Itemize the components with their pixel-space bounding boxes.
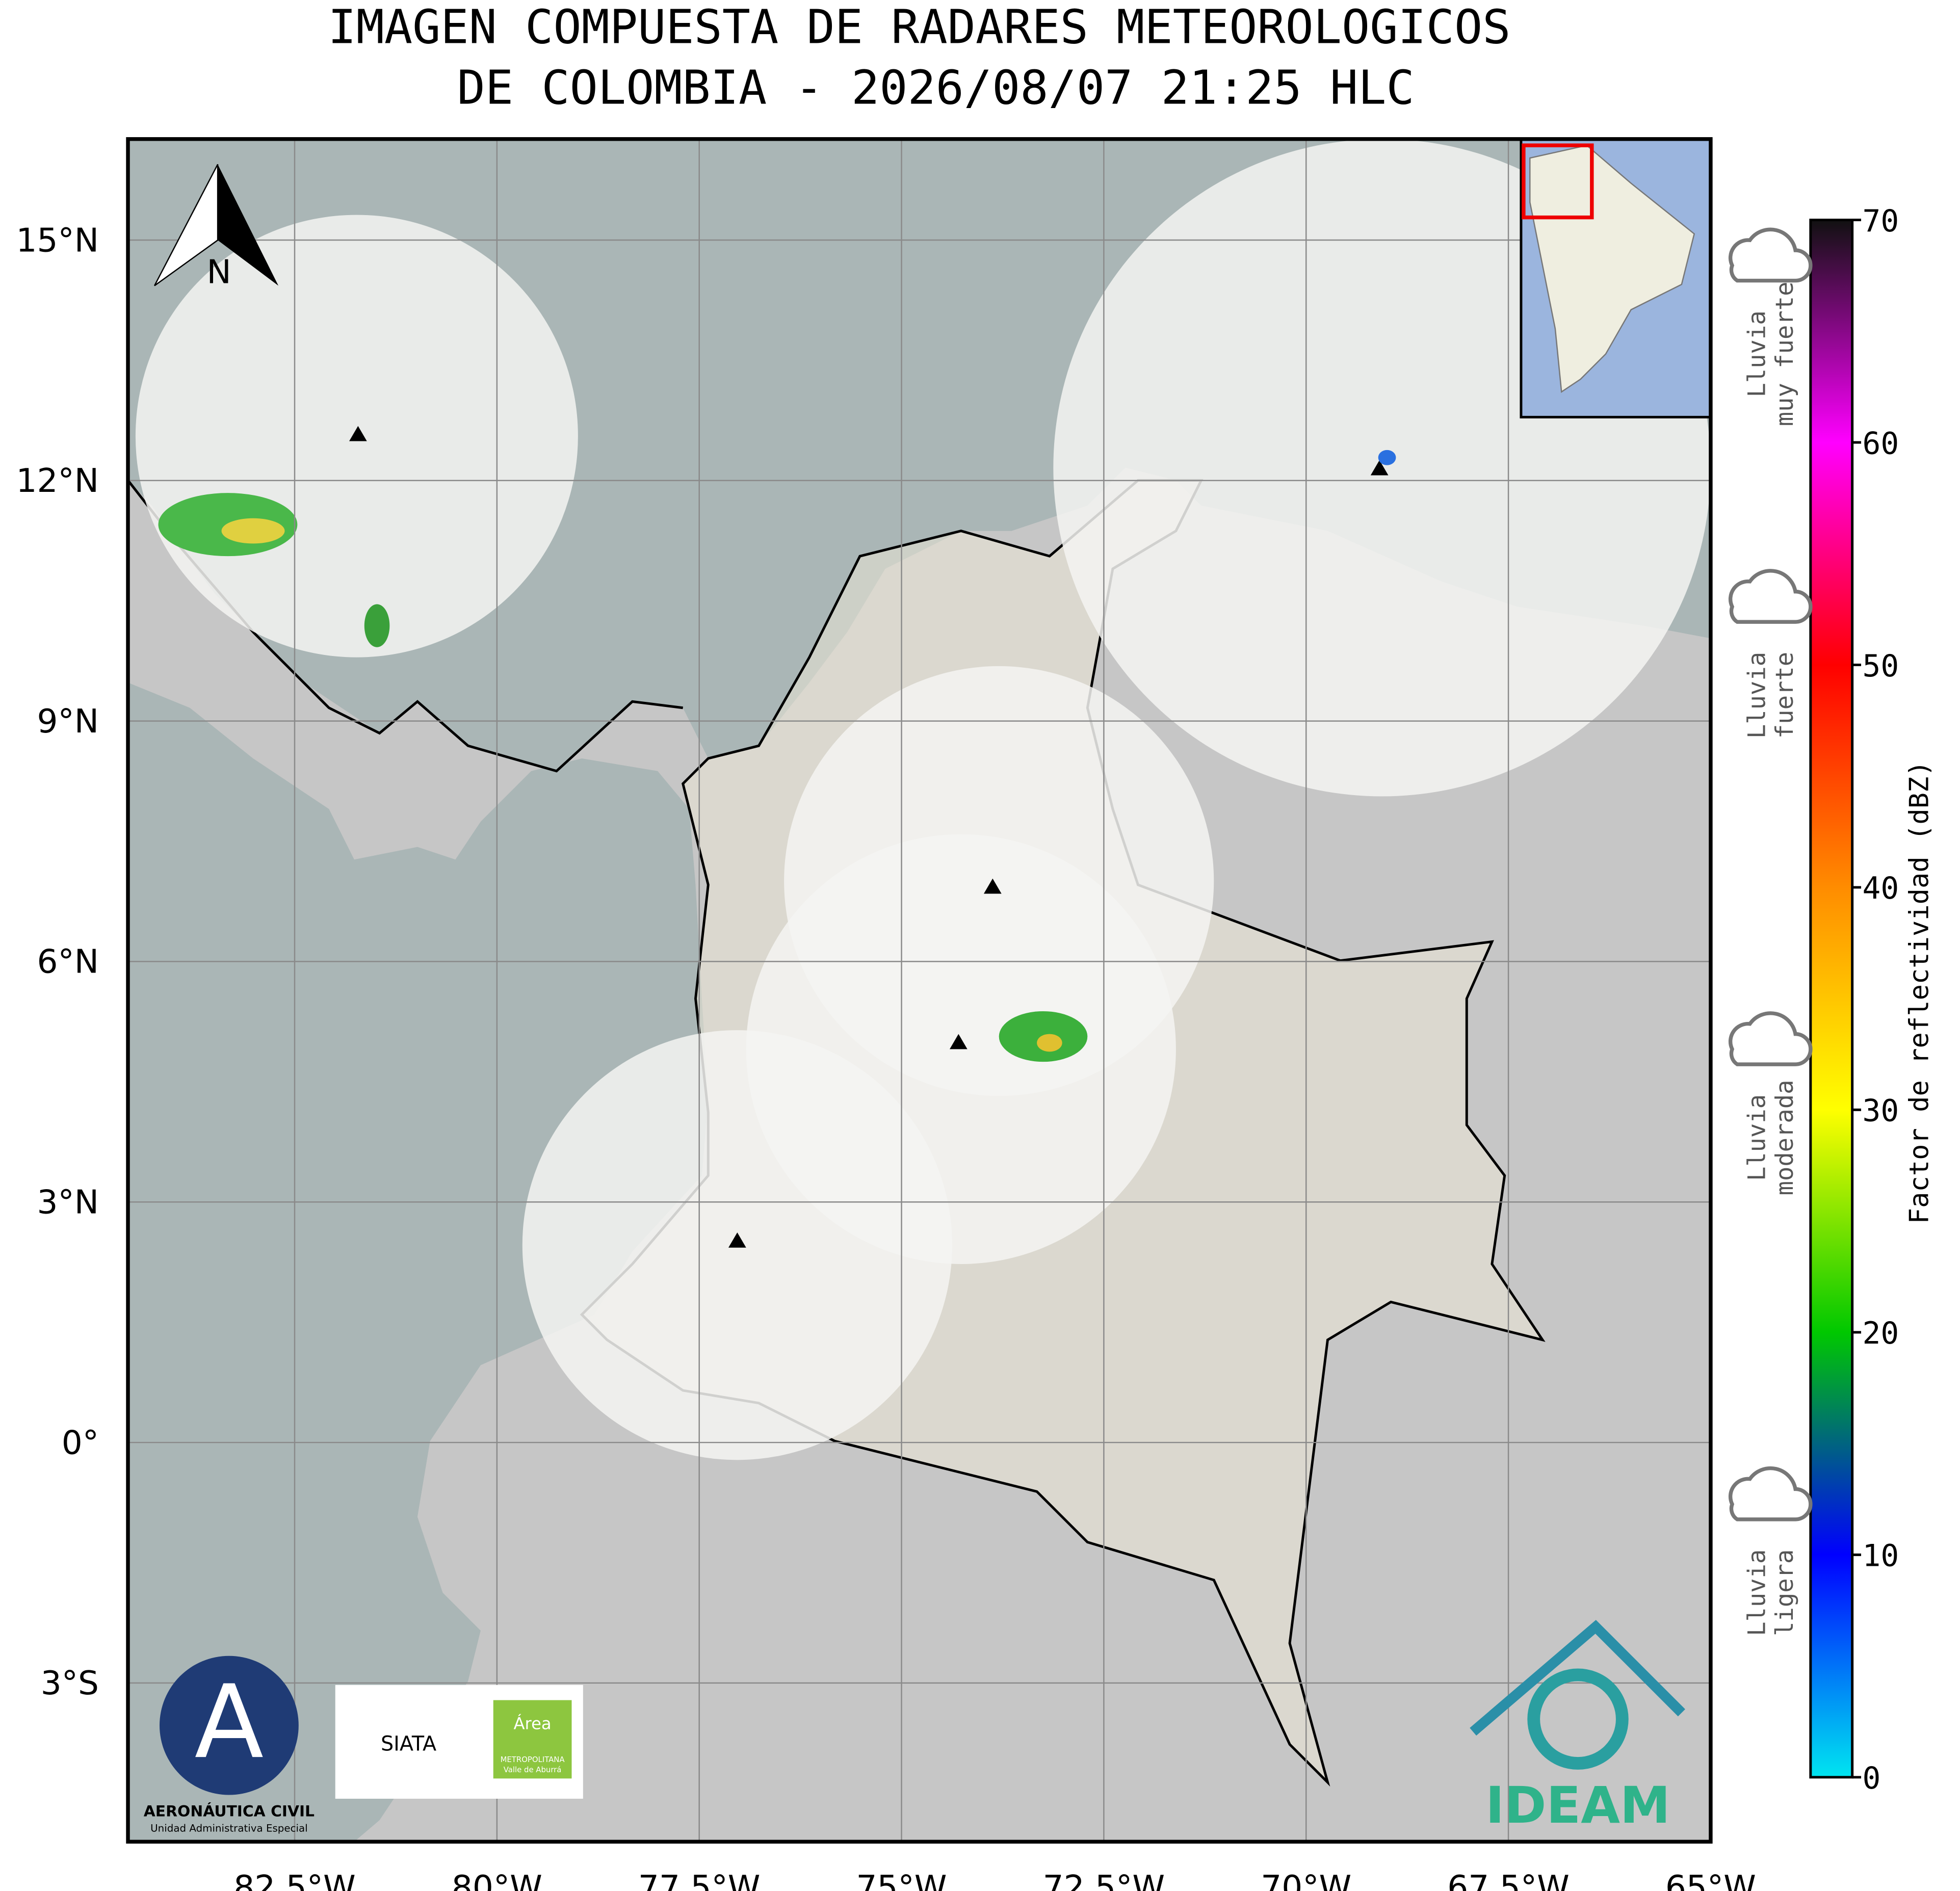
colorbar-tick-label: 70 bbox=[1863, 204, 1899, 239]
logo-text: METROPOLITANA bbox=[501, 1755, 565, 1764]
intensity-label: moderada bbox=[1771, 1080, 1799, 1195]
logo-text: Valle de Aburrá bbox=[504, 1765, 562, 1774]
title: DE COLOMBIA - 2026/08/07 21:25 HLC bbox=[457, 60, 1415, 115]
intensity-legend bbox=[1728, 227, 1813, 1521]
intensity-label: ligera bbox=[1771, 1549, 1799, 1636]
north-label: N bbox=[206, 253, 231, 292]
lon-tick-label: 70°W bbox=[1261, 1869, 1351, 1891]
colorbar bbox=[1809, 219, 1854, 1779]
colorbar-tick-label: 20 bbox=[1863, 1316, 1899, 1351]
inset-extent bbox=[1522, 143, 1594, 220]
intensity-label: Lluvia bbox=[1743, 1094, 1771, 1181]
lon-tick-label: 75°W bbox=[856, 1869, 947, 1891]
lon-tick-label: 82.5°W bbox=[233, 1869, 356, 1891]
logos: A AERONÁUTICA CIVIL Unidad Administrativ… bbox=[144, 1620, 1685, 1835]
cloud-icon bbox=[1728, 227, 1813, 283]
lon-tick-label: 67.5°W bbox=[1447, 1869, 1570, 1891]
colorbar-tick-label: 0 bbox=[1863, 1761, 1881, 1796]
logo-text: AERONÁUTICA CIVIL bbox=[144, 1802, 315, 1821]
logo-text: IDEAM bbox=[1485, 1776, 1670, 1835]
cloud-icon bbox=[1728, 1466, 1813, 1521]
lat-tick-label: 9°N bbox=[37, 702, 98, 741]
lat-tick-label: 3°N bbox=[37, 1184, 98, 1222]
cloud-icon bbox=[1728, 569, 1813, 624]
intensity-label: fuerte bbox=[1771, 652, 1799, 739]
cloud-icon bbox=[1728, 1011, 1813, 1066]
colorbar-tick-label: 50 bbox=[1863, 649, 1899, 684]
intensity-label: Lluvia bbox=[1743, 652, 1771, 739]
colorbar-tick-label: 40 bbox=[1863, 871, 1899, 906]
logo-text: Área bbox=[514, 1714, 552, 1734]
pacific-ocean bbox=[128, 682, 709, 1842]
lat-tick-label: 12°N bbox=[16, 462, 98, 500]
colorbar-tick-label: 10 bbox=[1863, 1539, 1899, 1574]
map: N A AERONÁUTICA CIVIL Unidad Administrat… bbox=[126, 137, 1713, 1844]
title: IMAGEN COMPUESTA DE RADARES METEOROLOGIC… bbox=[328, 0, 1510, 54]
lon-tick-label: 72.5°W bbox=[1043, 1869, 1165, 1891]
map-frame bbox=[126, 137, 1713, 1844]
lon-tick-label: 77.5°W bbox=[638, 1869, 761, 1891]
intensity-label: Lluvia bbox=[1743, 310, 1771, 397]
lat-tick-label: 15°N bbox=[16, 221, 98, 259]
echoes bbox=[158, 450, 1396, 1062]
lon-tick-label: 80°W bbox=[452, 1869, 542, 1891]
colorbar-tick-label: 30 bbox=[1863, 1094, 1899, 1129]
radar-sites bbox=[349, 426, 1389, 1248]
inset-land bbox=[1529, 144, 1695, 393]
colorbar-label: Factor de reflectividad (dBZ) bbox=[1904, 760, 1935, 1224]
logo-text: SIATA bbox=[381, 1732, 436, 1756]
colorbar-tick-label: 60 bbox=[1863, 426, 1899, 461]
logo-text: Unidad Administrativa Especial bbox=[150, 1822, 308, 1834]
lat-tick-label: 6°N bbox=[37, 943, 98, 981]
intensity-label: muy fuerte bbox=[1771, 282, 1799, 427]
intensity-label: Lluvia bbox=[1743, 1549, 1771, 1636]
svg-text:A: A bbox=[195, 1663, 264, 1781]
lat-tick-label: 0° bbox=[62, 1424, 99, 1462]
lat-tick-label: 3°S bbox=[41, 1664, 99, 1702]
lon-tick-label: 65°W bbox=[1665, 1869, 1756, 1891]
